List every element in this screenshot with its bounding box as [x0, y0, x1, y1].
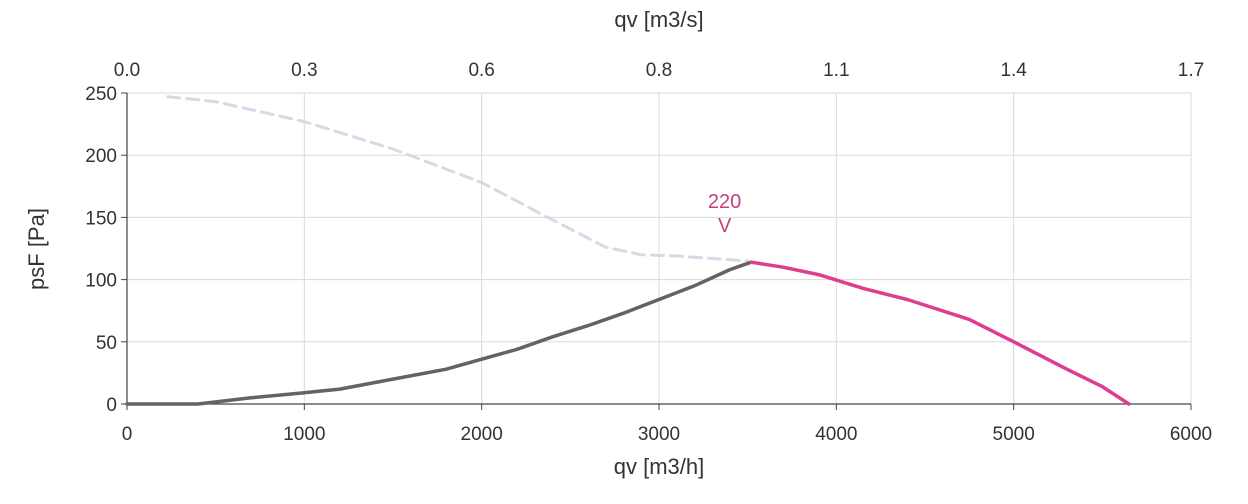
curve-gray-line: [125, 260, 753, 406]
secondary-x-tick-label: 0.8: [646, 60, 672, 81]
axes-layer: [121, 92, 1192, 410]
grid-layer: [127, 92, 1192, 404]
y-tick-label: 200: [85, 146, 117, 167]
secondary-x-tick-label: 1.4: [1000, 60, 1027, 81]
x-tick-label: 2000: [461, 424, 503, 445]
x-tick-label: 4000: [815, 424, 857, 445]
voltage-annotation-unit: V: [718, 215, 732, 237]
curve-dashed-line: [166, 95, 750, 263]
y-axis-title: psF [Pa]: [24, 208, 49, 290]
y-tick-label: 100: [85, 271, 117, 292]
secondary-x-tick-label: 1.1: [823, 60, 849, 81]
x-tick-label: 6000: [1170, 424, 1212, 445]
x-tick-label: 5000: [993, 424, 1035, 445]
y-tick-label: 50: [96, 333, 117, 354]
secondary-x-tick-label: 0.3: [291, 60, 317, 81]
y-tick-label: 0: [106, 395, 117, 416]
y-tick-label: 150: [85, 208, 117, 229]
secondary-x-tick-label: 1.7: [1178, 60, 1204, 81]
secondary-x-axis-title: qv [m3/s]: [614, 7, 703, 32]
x-tick-label: 1000: [283, 424, 325, 445]
x-axis-title: qv [m3/h]: [614, 454, 704, 479]
x-tick-label: 3000: [638, 424, 680, 445]
voltage-annotation-value: 220: [708, 191, 741, 213]
tick-labels-layer: 00.010000.320000.630000.840001.150001.46…: [85, 60, 1212, 445]
secondary-x-tick-label: 0.0: [114, 60, 140, 81]
y-tick-label: 250: [85, 84, 117, 105]
x-tick-label: 0: [122, 424, 133, 445]
curve-magenta-line: [749, 260, 1131, 406]
series-layer: [125, 95, 1131, 406]
secondary-x-tick-label: 0.6: [468, 60, 494, 81]
